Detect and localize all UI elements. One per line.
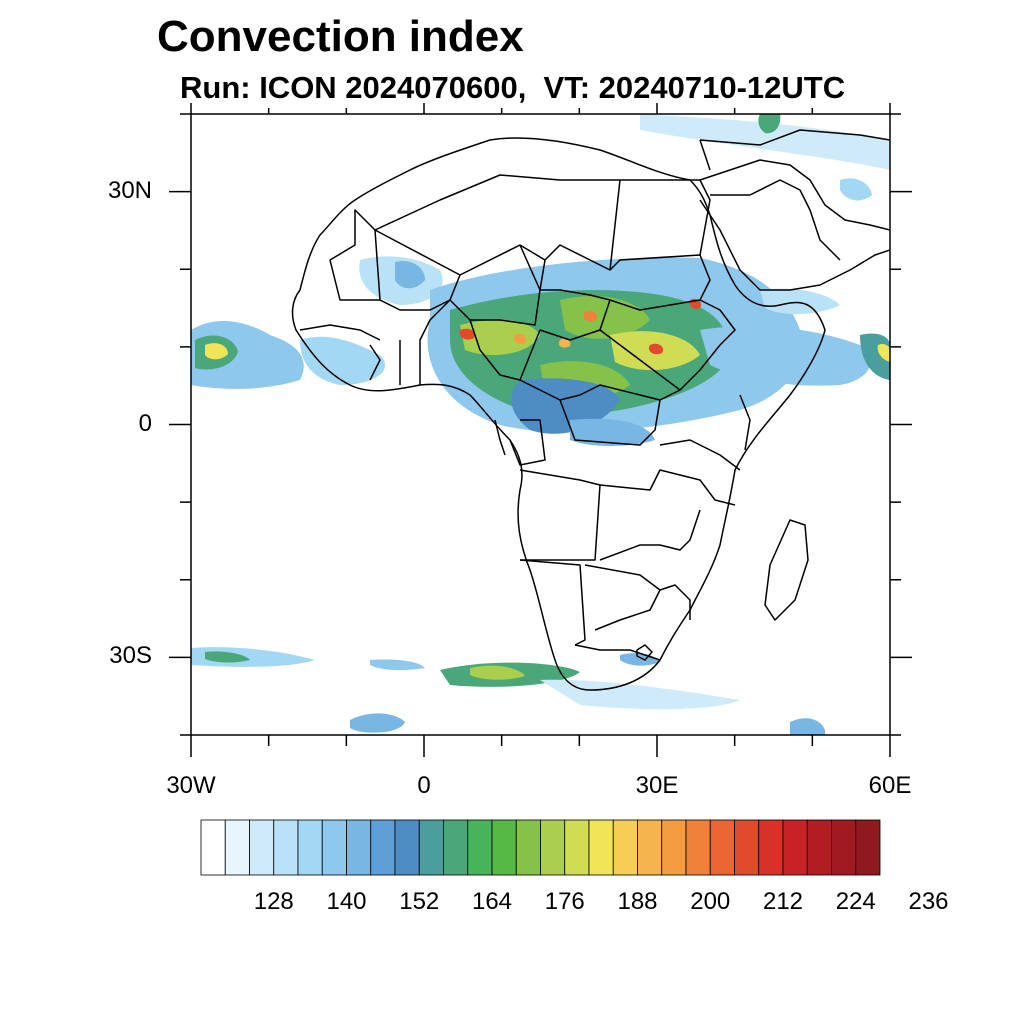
x-tick-label: 60E <box>868 772 912 799</box>
colorbar-label: 128 <box>253 888 294 915</box>
map-title: Convection index <box>157 12 524 61</box>
colorbar-label: 140 <box>326 888 367 915</box>
country-boundaries <box>291 129 890 691</box>
colorbar-label: 200 <box>690 888 731 915</box>
colorbar-label: 188 <box>617 888 658 915</box>
axis-ticks <box>169 103 912 757</box>
map-field-layer <box>191 114 890 735</box>
colorbar-label: 224 <box>835 888 876 915</box>
map-subtitle: Run: ICON 2024070600, VT: 20240710-12UTC <box>180 70 846 105</box>
y-tick-label: 30S <box>109 642 152 670</box>
colorbar-label: 236 <box>908 888 949 915</box>
convection-field <box>191 114 890 735</box>
x-tick-label: 30E <box>635 772 679 799</box>
y-tick-label: 30N <box>107 176 152 204</box>
x-tick-label: 0 <box>417 772 431 799</box>
x-tick-label: 30W <box>166 772 216 799</box>
colorbar-label: 164 <box>471 888 513 915</box>
colorbar-label: 152 <box>399 888 440 915</box>
colorbar-label: 176 <box>544 888 585 915</box>
colorbar-label: 212 <box>762 888 804 915</box>
y-tick-label: 0 <box>138 409 152 437</box>
